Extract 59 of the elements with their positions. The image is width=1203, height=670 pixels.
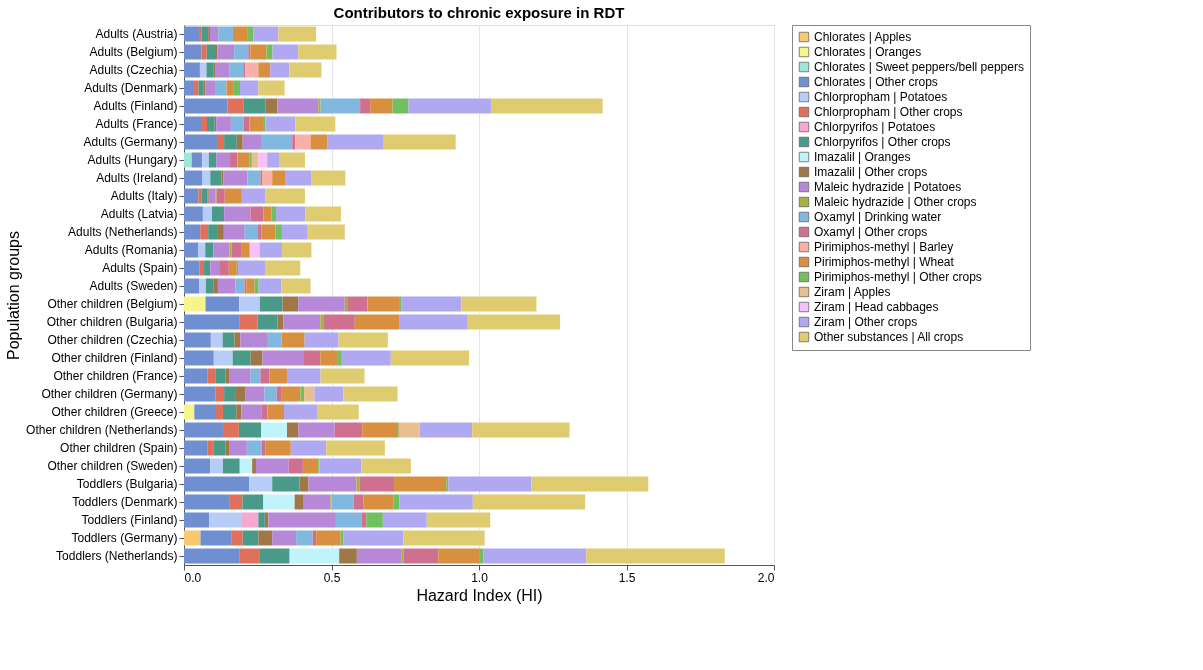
legend-label: Chlorpyrifos | Other crops — [814, 135, 951, 149]
y-tick-label: Adults (Italy) — [110, 189, 178, 203]
x-tick-label: 1.0 — [471, 570, 489, 585]
y-tick-label: Other children (Netherlands) — [26, 423, 178, 437]
legend-label: Chlorates | Sweet peppers/bell peppers — [814, 60, 1024, 74]
y-tick-label: Adults (Germany) — [83, 135, 178, 149]
y-tick-label: Other children (Greece) — [51, 405, 178, 419]
legend-label: Oxamyl | Drinking water — [814, 210, 942, 224]
y-tick-label: Adults (Ireland) — [96, 171, 178, 185]
legend-label: Chlorpropham | Potatoes — [814, 90, 948, 104]
chart-title: Contributors to chronic exposure in RDT — [333, 3, 625, 21]
x-tick-label: 0.5 — [323, 570, 341, 585]
x-tick-label: 2.0 — [757, 570, 775, 585]
y-tick-label: Adults (Belgium) — [89, 45, 178, 59]
legend-label: Chlorates | Oranges — [814, 45, 922, 59]
y-axis-title: Population groups — [5, 231, 23, 360]
y-tick-label: Toddlers (Germany) — [71, 531, 178, 545]
legend-label: Chlorpropham | Other crops — [814, 105, 963, 119]
y-tick-label: Adults (Latvia) — [100, 207, 178, 221]
y-tick-label: Adults (Austria) — [95, 27, 178, 41]
y-tick-label: Other children (Sweden) — [47, 459, 178, 473]
y-tick-label: Other children (Spain) — [60, 441, 178, 455]
legend-label: Chlorpyrifos | Potatoes — [814, 120, 936, 134]
y-tick-label: Adults (Finland) — [93, 99, 178, 113]
y-tick-label: Adults (Czechia) — [89, 63, 178, 77]
y-tick-label: Adults (Denmark) — [84, 81, 178, 95]
legend-label: Imazalil | Other crops — [814, 165, 928, 179]
y-tick-label: Adults (Romania) — [84, 243, 178, 257]
y-tick-label: Adults (Spain) — [102, 261, 178, 275]
legend-label: Other substances | All crops — [814, 330, 964, 344]
y-tick-label: Adults (Netherlands) — [68, 225, 178, 239]
y-tick-label: Other children (Belgium) — [47, 297, 178, 311]
legend-label: Ziram | Apples — [814, 285, 891, 299]
legend-label: Pirimiphos-methyl | Wheat — [814, 255, 955, 269]
legend-label: Maleic hydrazide | Other crops — [814, 195, 977, 209]
y-tick-label: Toddlers (Denmark) — [72, 495, 178, 509]
y-tick-label: Other children (Finland) — [51, 351, 178, 365]
legend-label: Pirimiphos-methyl | Other crops — [814, 270, 982, 284]
y-tick-label: Toddlers (Finland) — [81, 513, 178, 527]
x-tick-label: 1.5 — [618, 570, 636, 585]
y-tick-label: Adults (Sweden) — [89, 279, 178, 293]
y-tick-label: Other children (France) — [53, 369, 178, 383]
legend-label: Oxamyl | Other crops — [814, 225, 928, 239]
x-axis-title: Hazard Index (HI) — [416, 586, 543, 604]
y-tick-label: Other children (Bulgaria) — [46, 315, 178, 329]
y-tick-label: Toddlers (Bulgaria) — [76, 477, 178, 491]
y-tick-label: Toddlers (Netherlands) — [56, 549, 178, 563]
legend-label: Maleic hydrazide | Potatoes — [814, 180, 962, 194]
x-tick-label: 0.0 — [184, 570, 202, 585]
legend-label: Pirimiphos-methyl | Barley — [814, 240, 954, 254]
legend-label: Ziram | Head cabbages — [814, 300, 939, 314]
legend-label: Ziram | Other crops — [814, 315, 918, 329]
y-tick-label: Other children (Germany) — [41, 387, 178, 401]
y-tick-label: Other children (Czechia) — [47, 333, 178, 347]
y-tick-label: Adults (Hungary) — [87, 153, 178, 167]
legend-label: Chlorates | Apples — [814, 30, 912, 44]
y-tick-label: Adults (France) — [95, 117, 178, 131]
legend-label: Chlorates | Other crops — [814, 75, 938, 89]
legend-label: Imazalil | Oranges — [814, 150, 911, 164]
